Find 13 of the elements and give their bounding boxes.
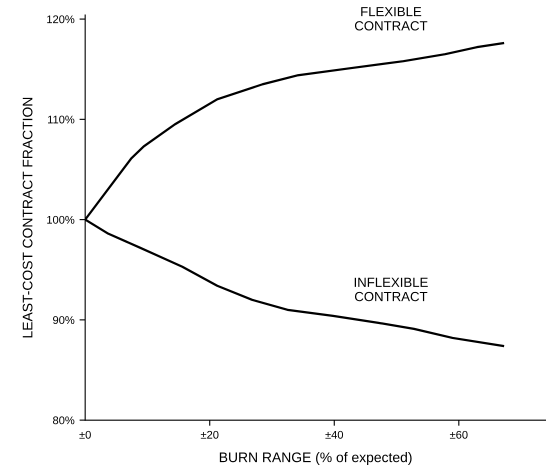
x-tick-label: ±0 bbox=[79, 430, 91, 439]
x-tick-label: ±60 bbox=[450, 430, 468, 439]
series-label: FLEXIBLE CONTRACT bbox=[354, 7, 428, 31]
x-axis-title: BURN RANGE (% of expected) bbox=[220, 452, 412, 465]
y-tick-label: 90% bbox=[53, 316, 74, 324]
y-tick-label: 100% bbox=[47, 216, 74, 224]
y-axis-title: LEAST-COST CONTRACT FRACTION bbox=[22, 98, 32, 338]
x-tick-label: ±40 bbox=[325, 430, 344, 439]
y-tick-label: 80% bbox=[53, 416, 74, 424]
y-tick-label: 110% bbox=[48, 116, 74, 124]
x-tick-label: ±20 bbox=[200, 430, 219, 439]
series-label: INFLEXIBLE CONTRACT bbox=[354, 278, 428, 302]
y-tick-label: 120% bbox=[47, 15, 74, 24]
